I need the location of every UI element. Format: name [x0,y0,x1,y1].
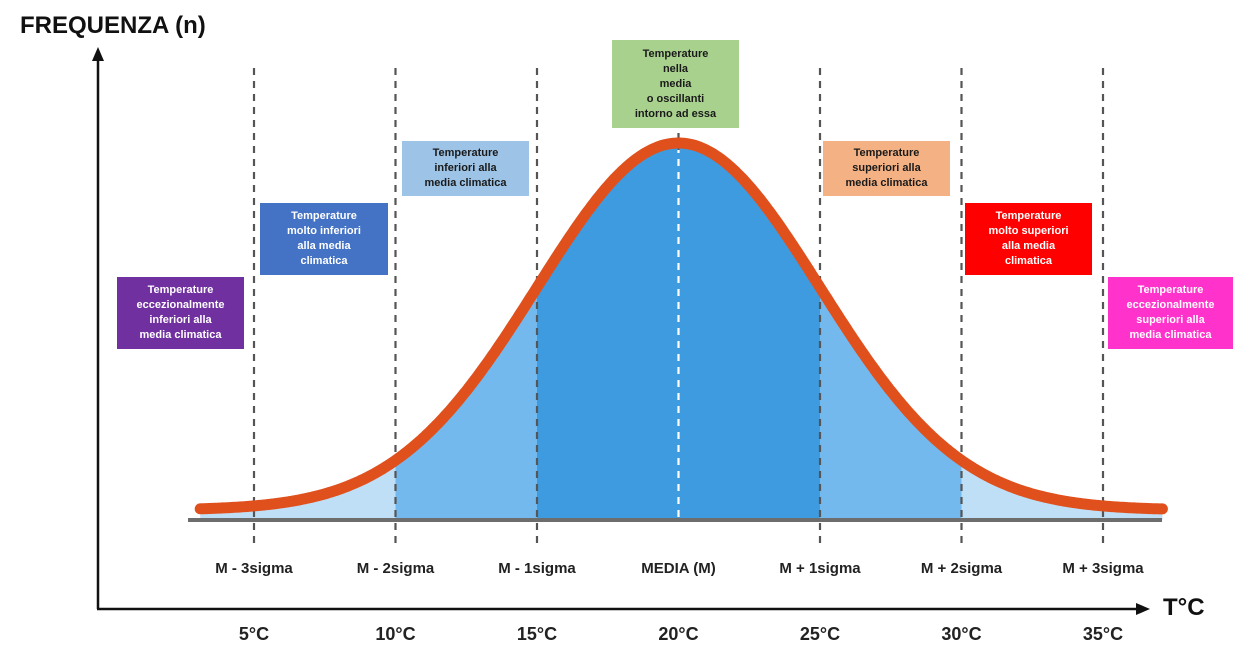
band-box-line: media [659,77,692,90]
band-box-line: superiori alla [852,162,921,174]
band-box-minus1: Temperature inferiori alla media climati… [402,141,529,196]
temp-label-10: 10°C [375,624,416,644]
sigma-label-minus2: M - 2sigma [356,560,435,577]
band-box-line: media climatica [1129,329,1212,341]
band-box-line: Temperature [147,284,214,296]
band-box-line: Temperature [291,210,357,222]
band-box-line: Temperature [1137,284,1204,296]
band-box-line: alla media [1001,240,1056,252]
band-box-minus2: Temperature molto inferiori alla media c… [260,203,388,275]
band-box-plus2: Temperature molto superiori alla media c… [965,203,1092,275]
temp-label-25: 25°C [799,624,841,644]
band-box-line: media climatica [139,329,222,341]
band-box-line: molto inferiori [287,225,361,237]
band-box-line: alla media [297,240,351,252]
band-box-line: superiori alla [1136,314,1205,326]
band-box-line: eccezionalmente [136,299,225,311]
band-box-line: Temperature [995,210,1062,222]
band-box-line: media climatica [845,177,928,189]
band-box-line: o oscillanti [646,92,705,105]
band-box-plus1: Temperature superiori alla media climati… [823,141,950,196]
band-box-line: intorno ad essa [634,107,717,120]
temp-label-30: 30°C [941,624,982,644]
band-box-line: Temperature [853,147,920,159]
band-box-minus3: Temperature eccezionalmente inferiori al… [117,277,244,349]
band-box-line: molto superiori [988,225,1069,237]
x-axis-arrow-icon [1136,603,1150,615]
sigma-label-minus3: M - 3sigma [215,560,293,577]
y-axis-arrow-icon [92,47,104,61]
band-box-line: climatica [1004,255,1053,267]
band-box-line: inferiori alla [434,162,497,174]
sigma-label-mean: MEDIA (M) [641,560,716,577]
band-box-plus3: Temperature eccezionalmente superiori al… [1108,277,1233,349]
band-box-line: climatica [300,255,348,267]
bell-curve [194,137,1168,515]
sigma-label-minus1: M - 1sigma [498,560,576,577]
sigma-label-plus2: M + 2sigma [920,560,1003,577]
fill-region-outer-right [961,460,1163,520]
sigma-label-plus1: M + 1sigma [779,560,861,577]
band-box-line: Temperature [432,147,499,159]
band-box-mean: Temperature nella media o oscillanti int… [612,40,739,128]
band-box-line: media climatica [424,177,507,189]
temp-label-20: 20°C [658,624,699,644]
sigma-label-plus3: M + 3sigma [1062,560,1144,577]
band-box-line: nella [662,62,689,75]
band-box-line: eccezionalmente [1126,299,1215,311]
temp-label-5: 5°C [238,624,270,644]
band-box-line: Temperature [642,47,709,60]
x-axis-title: T°C [1163,594,1205,621]
temp-label-35: 35°C [1082,624,1124,644]
band-box-line: inferiori alla [149,314,212,326]
y-axis-title: FREQUENZA (n) [20,12,206,39]
temp-label-15: 15°C [516,624,558,644]
fill-region-outer-left [200,460,396,520]
